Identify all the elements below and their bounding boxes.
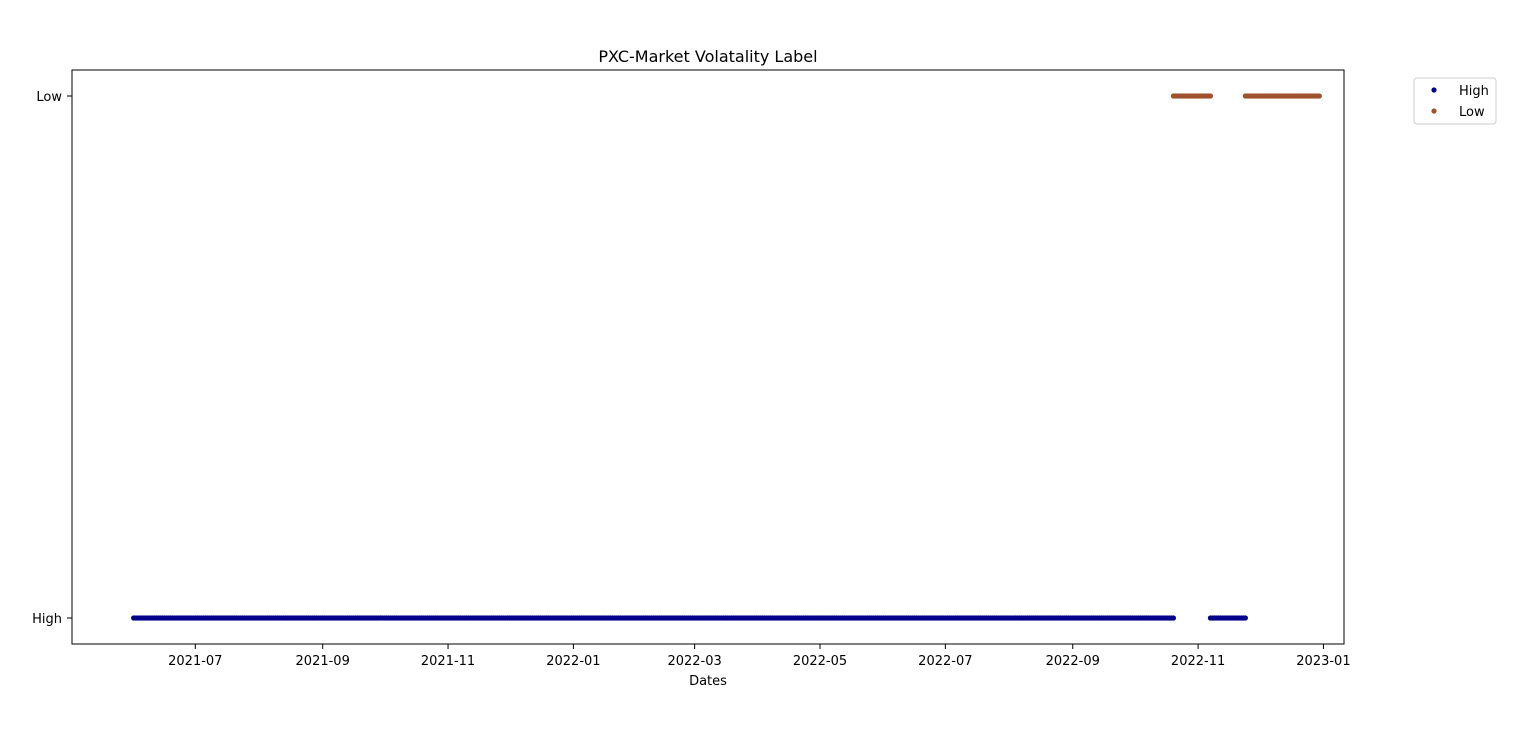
- data-point: [1207, 93, 1214, 99]
- x-tick-label: 2022-07: [918, 654, 972, 669]
- data-point: [1170, 615, 1177, 621]
- x-tick-label: 2021-09: [296, 654, 350, 669]
- y-axis-ticks: High Low: [32, 90, 72, 627]
- plot-frame: [71, 69, 1345, 645]
- chart-title: PXC-Market Volatality Label: [598, 47, 817, 66]
- x-tick-label: 2022-11: [1171, 654, 1225, 669]
- y-tick-label: High: [32, 612, 62, 627]
- x-tick-label: 2022-03: [667, 654, 721, 669]
- data-points: [131, 93, 1322, 621]
- x-axis-label: Dates: [689, 674, 727, 689]
- x-tick-label: 2023-01: [1296, 654, 1350, 669]
- legend-marker: [1431, 87, 1437, 93]
- data-point: [1242, 615, 1248, 621]
- series-high: [131, 615, 1248, 621]
- x-tick-label: 2022-05: [793, 654, 847, 669]
- data-point: [1316, 93, 1322, 99]
- legend-label: High: [1459, 84, 1489, 99]
- legend-marker: [1431, 108, 1437, 114]
- x-tick-label: 2021-07: [168, 654, 222, 669]
- legend-label: Low: [1459, 105, 1485, 120]
- y-tick-label: Low: [36, 90, 62, 105]
- legend: High Low: [1413, 77, 1497, 125]
- x-axis-ticks: 2021-07 2021-09 2021-11 2022-01 2022-03 2022-…: [168, 644, 1351, 669]
- x-tick-label: 2022-01: [546, 654, 600, 669]
- series-low: [1170, 93, 1322, 99]
- x-tick-label: 2022-09: [1046, 654, 1100, 669]
- x-tick-label: 2021-11: [421, 654, 475, 669]
